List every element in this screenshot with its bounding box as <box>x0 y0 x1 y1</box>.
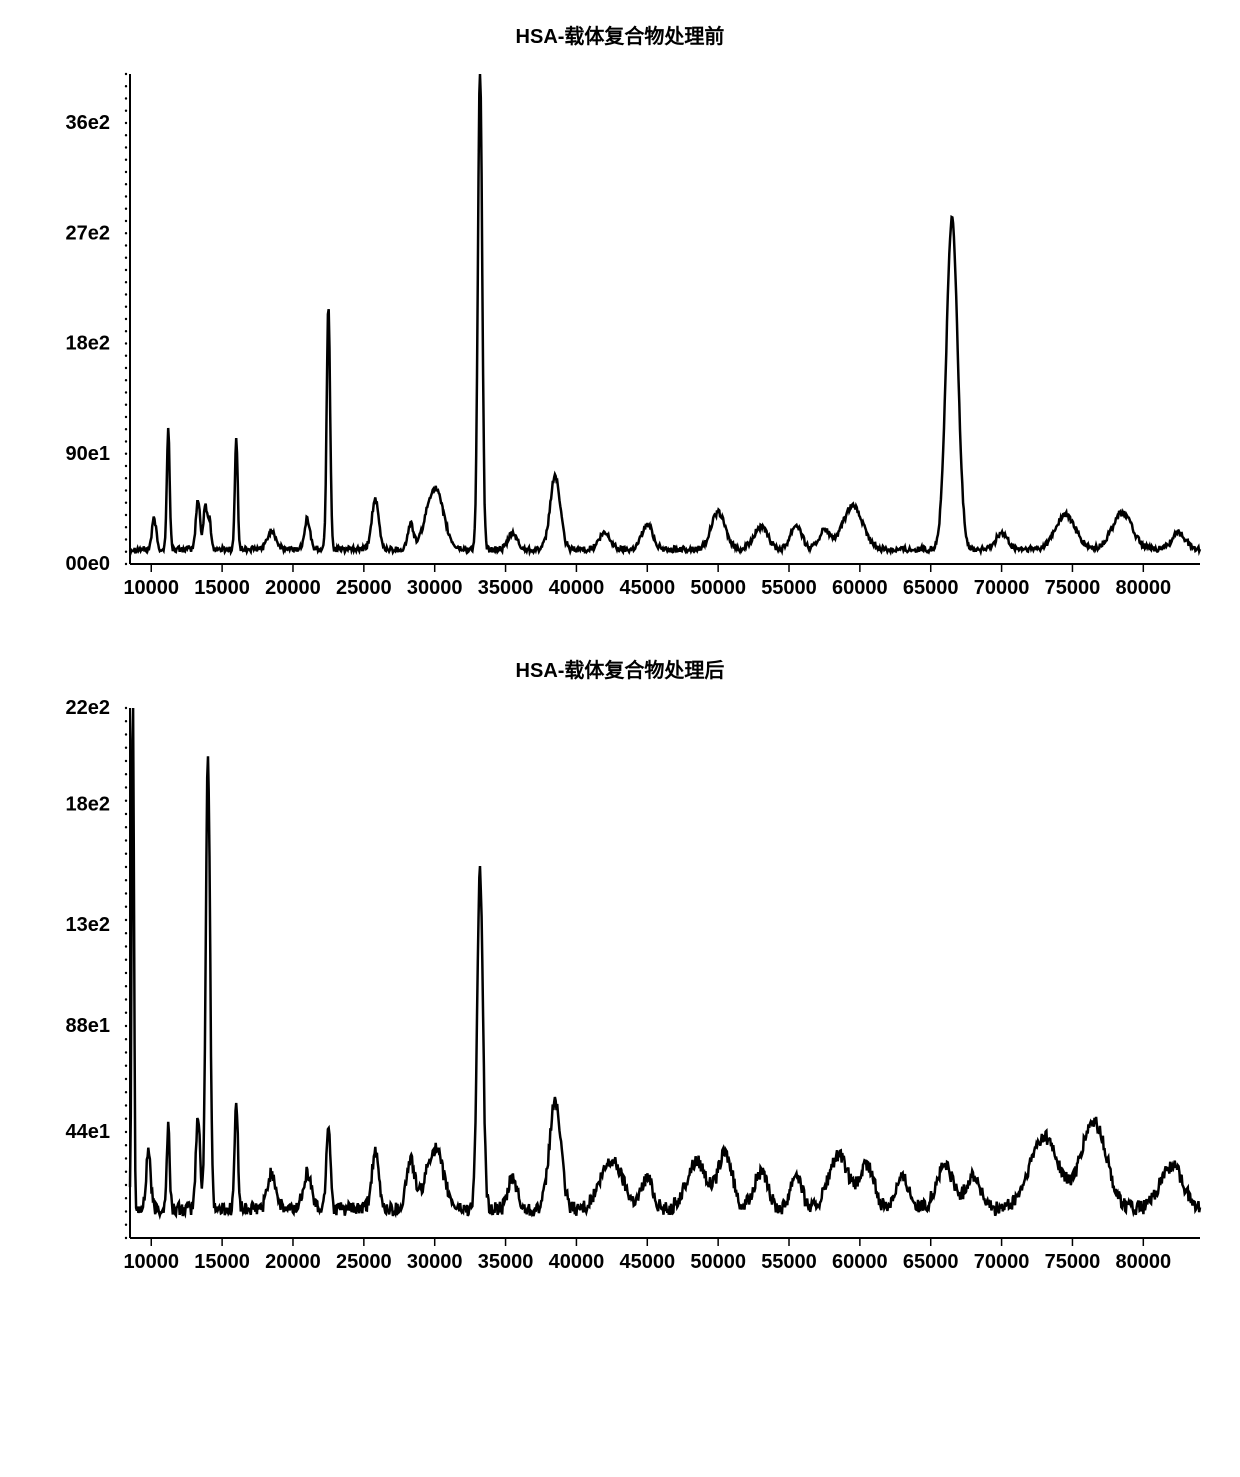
svg-text:30000: 30000 <box>407 1251 463 1273</box>
svg-text:80000: 80000 <box>1115 577 1171 599</box>
chart2-title: HSA-载体复合物处理后 <box>10 654 1230 683</box>
svg-text:60000: 60000 <box>832 577 888 599</box>
svg-text:15000: 15000 <box>194 577 250 599</box>
svg-text:70000: 70000 <box>974 1251 1030 1273</box>
svg-text:75000: 75000 <box>1045 1251 1101 1273</box>
svg-text:45000: 45000 <box>619 1251 675 1273</box>
svg-text:65000: 65000 <box>903 1251 959 1273</box>
svg-text:25000: 25000 <box>336 1251 392 1273</box>
svg-text:30000: 30000 <box>407 577 463 599</box>
svg-text:65000: 65000 <box>903 577 959 599</box>
svg-text:22e2: 22e2 <box>66 698 111 719</box>
svg-text:90e1: 90e1 <box>66 443 111 465</box>
svg-text:44e1: 44e1 <box>66 1121 111 1143</box>
chart2-spectrum: 44e1 88e1 13e2 18e2 22e2 10000 15000 20000 25000… <box>10 698 1230 1298</box>
svg-text:75000: 75000 <box>1045 577 1101 599</box>
svg-text:88e1: 88e1 <box>66 1015 111 1037</box>
chart1-spectrum: 00e0 90e1 18e2 27e2 36e2 10000 15000 20000 25000… <box>10 64 1230 624</box>
svg-text:35000: 35000 <box>478 577 534 599</box>
svg-text:70000: 70000 <box>974 577 1030 599</box>
svg-text:25000: 25000 <box>336 577 392 599</box>
svg-text:10000: 10000 <box>123 1251 179 1273</box>
svg-text:13e2: 13e2 <box>66 914 111 936</box>
svg-text:36e2: 36e2 <box>66 112 111 134</box>
svg-text:00e0: 00e0 <box>66 553 111 575</box>
svg-text:55000: 55000 <box>761 577 817 599</box>
svg-text:50000: 50000 <box>690 1251 746 1273</box>
svg-text:45000: 45000 <box>619 577 675 599</box>
svg-text:18e2: 18e2 <box>66 793 111 815</box>
svg-text:80000: 80000 <box>1115 1251 1171 1273</box>
svg-text:20000: 20000 <box>265 577 321 599</box>
svg-text:10000: 10000 <box>123 577 179 599</box>
svg-text:35000: 35000 <box>478 1251 534 1273</box>
svg-text:15000: 15000 <box>194 1251 250 1273</box>
svg-text:50000: 50000 <box>690 577 746 599</box>
svg-text:60000: 60000 <box>832 1251 888 1273</box>
spectrum-charts-container: HSA-载体复合物处理前 00e0 90e1 18e2 27e2 36e2 10000 15… <box>10 20 1230 1298</box>
svg-text:55000: 55000 <box>761 1251 817 1273</box>
svg-text:20000: 20000 <box>265 1251 321 1273</box>
svg-text:18e2: 18e2 <box>66 333 111 355</box>
svg-text:40000: 40000 <box>549 577 605 599</box>
svg-text:40000: 40000 <box>549 1251 605 1273</box>
chart1-title: HSA-载体复合物处理前 <box>10 20 1230 49</box>
svg-text:27e2: 27e2 <box>66 222 111 244</box>
